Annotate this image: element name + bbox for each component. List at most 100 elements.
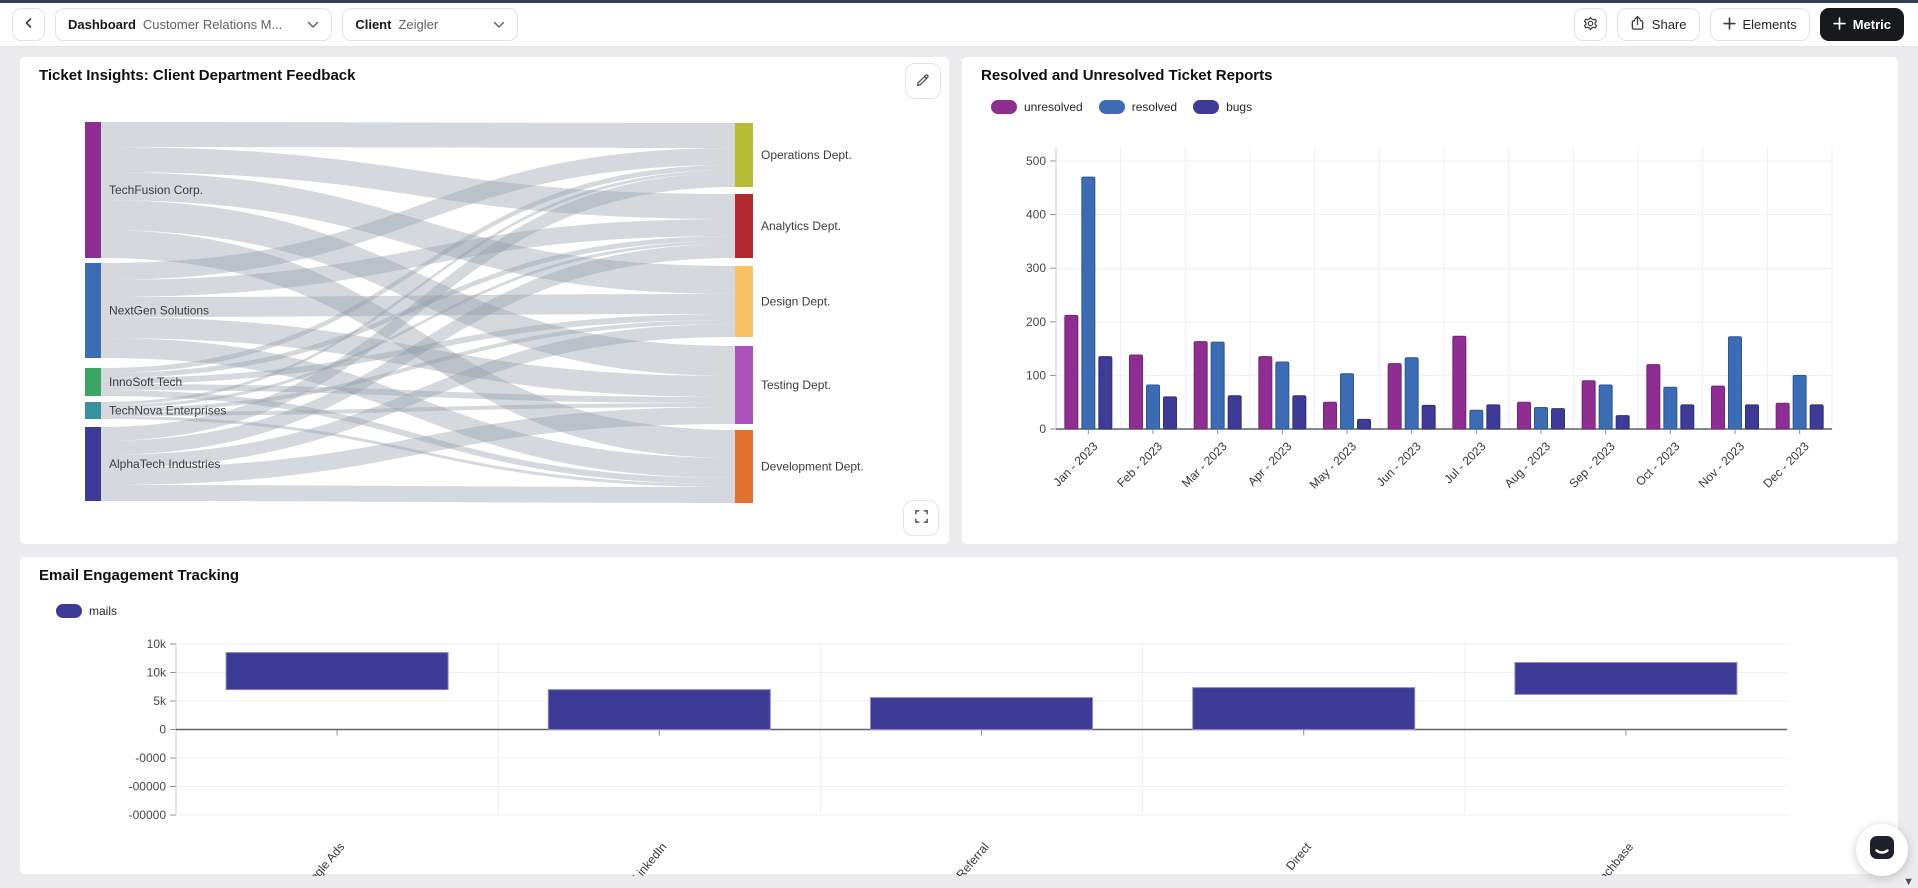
sankey-source-node <box>85 427 101 501</box>
email-legend: mails <box>56 604 117 618</box>
bar-resolved <box>1534 407 1548 430</box>
x-axis-tick-label: Apr - 2023 <box>1245 439 1295 489</box>
bar-unresolved <box>1258 356 1273 430</box>
x-axis-tick-label: Direct <box>1283 839 1314 873</box>
email-engagement-bar-chart: 10k 10k 5k 0 -0000 -00000 -00000 Google Ads Link… <box>129 637 1787 876</box>
sankey-link <box>101 416 735 487</box>
y-axis-tick-label: 0 <box>159 723 166 737</box>
tickets-legend: unresolved resolved bugs <box>991 100 1252 114</box>
legend-item-bugs[interactable]: bugs <box>1193 100 1252 114</box>
bar-resolved <box>1404 357 1419 430</box>
client-selector[interactable]: Client Zeigler <box>342 8 519 41</box>
x-axis-tick-label: Jan - 2023 <box>1050 439 1100 489</box>
legend-item-unresolved[interactable]: unresolved <box>991 100 1083 114</box>
sankey-link <box>101 407 735 485</box>
sankey-target-node <box>735 123 753 187</box>
bar-bugs <box>1551 408 1565 430</box>
sankey-link <box>101 219 735 297</box>
bar-resolved <box>1469 409 1484 430</box>
chat-launcher-button[interactable] <box>1856 824 1908 876</box>
sankey-source-label: InnoSoft Tech <box>109 375 182 389</box>
bar-resolved <box>1081 176 1096 430</box>
sankey-source-label: AlphaTech Industries <box>109 457 220 471</box>
x-axis-tick-label: Sep - 2023 <box>1566 439 1618 491</box>
edit-button[interactable] <box>905 63 941 99</box>
sankey-source-node <box>85 122 101 258</box>
bar-resolved <box>1792 374 1807 430</box>
client-selector-value: Zeigler <box>398 17 439 32</box>
legend-label: resolved <box>1131 100 1178 114</box>
dashboard-selector-value: Customer Relations M... <box>142 17 283 32</box>
sankey-target-node <box>735 346 753 424</box>
sankey-target-node <box>735 194 753 258</box>
chevron-down-icon <box>493 21 505 29</box>
sankey-link <box>101 317 735 397</box>
x-axis-tick-label: Nov - 2023 <box>1696 439 1748 491</box>
plus-icon <box>1832 16 1846 33</box>
bar-mails <box>1514 662 1738 695</box>
dashboard-selector[interactable]: Dashboard Customer Relations M... <box>55 8 333 41</box>
bar-bugs <box>1421 404 1436 430</box>
legend-label: bugs <box>1226 100 1253 114</box>
client-selector-label: Client <box>355 17 392 32</box>
add-elements-button[interactable]: Elements <box>1709 8 1810 41</box>
scrollbar-down-arrow[interactable]: ▼ <box>1903 876 1914 888</box>
panel-ticket-insights: Ticket Insights: Client Department Feedb… <box>19 56 950 545</box>
x-axis-tick-label: Google Ads <box>297 840 348 876</box>
x-axis-tick-label: Oct - 2023 <box>1633 439 1683 489</box>
x-axis-tick-label: Crunchbase <box>1584 840 1637 876</box>
legend-item-mails[interactable]: mails <box>56 604 117 618</box>
bar-unresolved <box>1387 363 1402 430</box>
share-button[interactable]: Share <box>1616 8 1700 41</box>
sankey-target-label: Development Dept. <box>761 460 864 474</box>
bar-unresolved <box>1517 401 1531 430</box>
bar-bugs <box>1615 415 1630 430</box>
y-axis-tick-label: 0 <box>1039 422 1046 436</box>
sankey-link <box>101 148 735 280</box>
legend-item-resolved[interactable]: resolved <box>1098 100 1178 114</box>
sankey-target-node <box>735 266 753 337</box>
sankey-source-label: TechNova Enterprises <box>109 404 226 418</box>
sankey-link <box>101 173 735 441</box>
add-metric-button[interactable]: Metric <box>1819 8 1904 41</box>
sankey-source-node <box>85 402 101 419</box>
sankey-link <box>101 200 735 376</box>
x-axis-tick-label: May - 2023 <box>1307 439 1360 492</box>
sankey-link <box>101 294 735 317</box>
legend-label: unresolved <box>1024 100 1083 114</box>
bar-mails <box>225 652 449 691</box>
x-axis-tick-label: Aug - 2023 <box>1502 439 1554 491</box>
sankey-link <box>101 390 735 484</box>
bar-bugs <box>1227 395 1242 430</box>
back-button[interactable] <box>12 8 45 41</box>
sankey-link <box>101 170 735 405</box>
bar-resolved <box>1598 384 1613 430</box>
pencil-icon <box>915 72 931 91</box>
y-axis-tick-label: 5k <box>153 694 167 708</box>
bar-bugs <box>1357 418 1371 430</box>
bar-bugs <box>1292 395 1307 430</box>
ticket-reports-bar-chart: 0 100 200 300 400 500 Jan - 2023 Feb - 2023 Mar … <box>1026 147 1833 492</box>
settings-button[interactable] <box>1573 8 1607 41</box>
sankey-link <box>101 236 735 378</box>
y-axis-tick-label: 200 <box>1026 315 1046 329</box>
panel-title: Ticket Insights: Client Department Feedb… <box>39 67 356 84</box>
bar-bugs <box>1680 404 1695 430</box>
bar-resolved <box>1663 386 1678 430</box>
y-axis-tick-label: -0000 <box>135 751 166 765</box>
y-axis-tick-label: 10k <box>147 666 167 680</box>
sankey-link <box>101 403 735 416</box>
sankey-target-node <box>735 430 753 503</box>
bar-unresolved <box>1323 401 1337 430</box>
sankey-source-label: TechFusion Corp. <box>109 183 203 197</box>
expand-button[interactable] <box>903 500 939 536</box>
panel-ticket-reports: Resolved and Unresolved Ticket Reports u… <box>961 56 1899 545</box>
toolbar: Dashboard Customer Relations M... Client… <box>0 3 1918 47</box>
bar-resolved <box>1210 341 1225 430</box>
bar-bugs <box>1809 404 1824 430</box>
add-metric-label: Metric <box>1852 17 1891 32</box>
legend-swatch <box>1098 100 1125 114</box>
gear-icon <box>1582 15 1599 35</box>
sankey-chart: TechFusion Corp. NextGen Solutions InnoSof… <box>85 122 864 503</box>
sankey-link <box>101 384 735 403</box>
